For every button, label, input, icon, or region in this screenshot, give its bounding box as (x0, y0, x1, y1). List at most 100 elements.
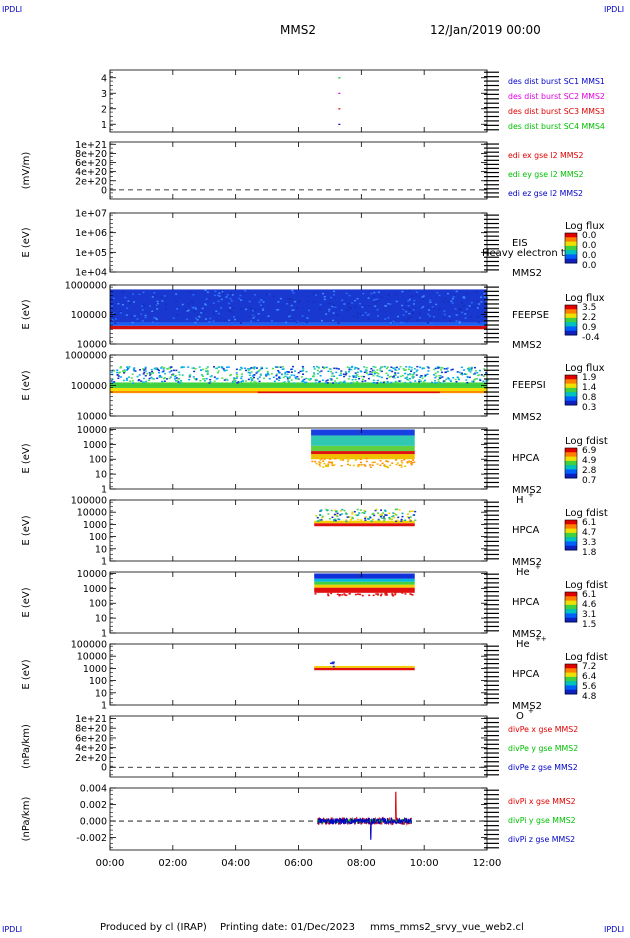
colorbar-frame (564, 232, 578, 264)
spectrogram-pixel (188, 374, 191, 377)
spectrogram-pixel (202, 311, 205, 313)
spectrogram-pixel (248, 374, 251, 377)
spectrogram-pixel (447, 377, 450, 379)
spectrogram-pixel (247, 368, 250, 370)
spectrogram-pixel (389, 322, 392, 324)
spectrogram-pixel (333, 367, 336, 370)
spectrogram-pixel (277, 301, 280, 303)
spectrogram-pixel (362, 292, 365, 295)
spectrogram-pixel (301, 365, 304, 368)
spectrogram-pixel (116, 369, 119, 371)
y-tick-label: 1 (101, 629, 107, 640)
spectrogram-pixel (333, 519, 336, 521)
spectrogram-pixel (392, 367, 395, 369)
spectrogram-pixel (123, 370, 126, 373)
spectrogram-pixel (337, 322, 340, 324)
scatter-point (338, 92, 341, 94)
spectrogram-pixel (399, 380, 402, 382)
spectrogram-pixel (163, 380, 166, 383)
spectrogram-pixel (457, 378, 460, 381)
spectrogram-pixel (313, 368, 316, 370)
spectrogram-pixel (454, 294, 457, 297)
spectrogram-pixel (370, 520, 373, 522)
spectrogram-pixel (250, 379, 253, 381)
spectrogram-pixel (468, 369, 471, 372)
spectrogram-pixel (234, 378, 237, 380)
spectrogram-pixel (141, 309, 144, 311)
spectrogram-pixel (143, 369, 146, 371)
spectrogram-pixel (315, 379, 318, 381)
spectrogram-pixel (465, 379, 468, 381)
colorbar-swatch (565, 520, 577, 525)
spectrogram-pixel (168, 377, 171, 380)
panel-frame (109, 787, 488, 851)
spectrogram-pixel (257, 319, 260, 322)
spectrogram-pixel (265, 294, 268, 296)
y-tick-label: 8e+20 (75, 149, 107, 160)
spectrogram-pixel (205, 370, 208, 372)
spectrogram-pixel (163, 367, 166, 369)
x-axis: 00:00 02:00 04:00 06:00 08:00 10:00 12:00 (96, 858, 502, 869)
colorbar-tick-label: 0.0 (582, 261, 597, 271)
spectrogram-pixel (121, 290, 124, 293)
spectrogram-pixel (467, 368, 470, 370)
spectrogram-pixel (400, 321, 403, 324)
spectrogram-pixel (144, 368, 147, 370)
spectrogram-pixel (376, 298, 379, 301)
spectrogram-pixel (322, 460, 325, 462)
y-tick-label: 6e+20 (75, 158, 107, 169)
spectrogram-pixel (412, 303, 415, 305)
spectrogram-pixel (452, 376, 455, 379)
spacecraft-label: MMS2 (512, 268, 542, 279)
spectrogram-pixel (252, 309, 255, 312)
spectrogram-pixel (356, 297, 359, 300)
spectrogram-pixel (384, 514, 387, 516)
spectrogram-pixel (472, 306, 475, 309)
legend-entry: divPi x gse MMS2 (508, 797, 576, 806)
spectrogram-pixel (350, 382, 353, 384)
spectrogram-pixel (465, 308, 468, 310)
spectrogram-pixel (478, 369, 481, 372)
spectrogram-pixel (312, 366, 315, 368)
spectrogram-pixel (382, 512, 385, 514)
spectrogram-pixel (429, 299, 432, 301)
spectrogram-pixel (213, 376, 216, 378)
spectrogram-pixel (114, 318, 117, 320)
colorbar-swatch (565, 309, 577, 315)
y-tick-label: 100000 (71, 496, 107, 507)
spectrogram-pixel (391, 594, 394, 596)
spectrogram-pixel (407, 304, 410, 307)
spectrogram-pixel (341, 594, 344, 596)
spectrogram-pixel (253, 380, 256, 383)
spectrogram-pixel (432, 315, 435, 318)
spectrogram-pixel (128, 302, 131, 305)
spectrogram-pixel (348, 464, 351, 467)
spectrogram-pixel (275, 309, 278, 311)
spectrogram-pixel (266, 293, 269, 295)
spectrogram-pixel (150, 368, 153, 371)
spectrogram-pixel (415, 291, 418, 293)
spectrogram-pixel (346, 516, 349, 518)
spectrogram-pixel (460, 309, 463, 311)
spectrogram-pixel (160, 376, 163, 378)
spectrogram-pixel (205, 377, 208, 380)
spectrogram-pixel (483, 292, 486, 295)
spectrogram-pixel (423, 367, 426, 370)
spectrogram-pixel (391, 462, 394, 464)
y-tick-label: 0.000 (80, 817, 107, 828)
spacecraft-label: MMS2 (512, 485, 542, 496)
spectrogram-pixel (384, 510, 387, 512)
spectrogram-pixel (447, 301, 450, 303)
spectrogram-pixel (206, 372, 209, 375)
spectrogram-pixel (397, 372, 400, 374)
colorbar-tick-label: 4.8 (582, 692, 597, 702)
spectrogram-pixel (258, 301, 261, 303)
spectrogram-pixel (349, 519, 352, 521)
spectrogram-pixel (161, 371, 164, 373)
spectrogram-pixel (143, 371, 146, 374)
spectrogram-pixel (144, 316, 147, 319)
spectrogram-pixel (123, 379, 126, 382)
spectrogram-pixel (372, 365, 375, 368)
colorbar-swatch (565, 460, 577, 466)
spectrogram-pixel (404, 372, 407, 375)
